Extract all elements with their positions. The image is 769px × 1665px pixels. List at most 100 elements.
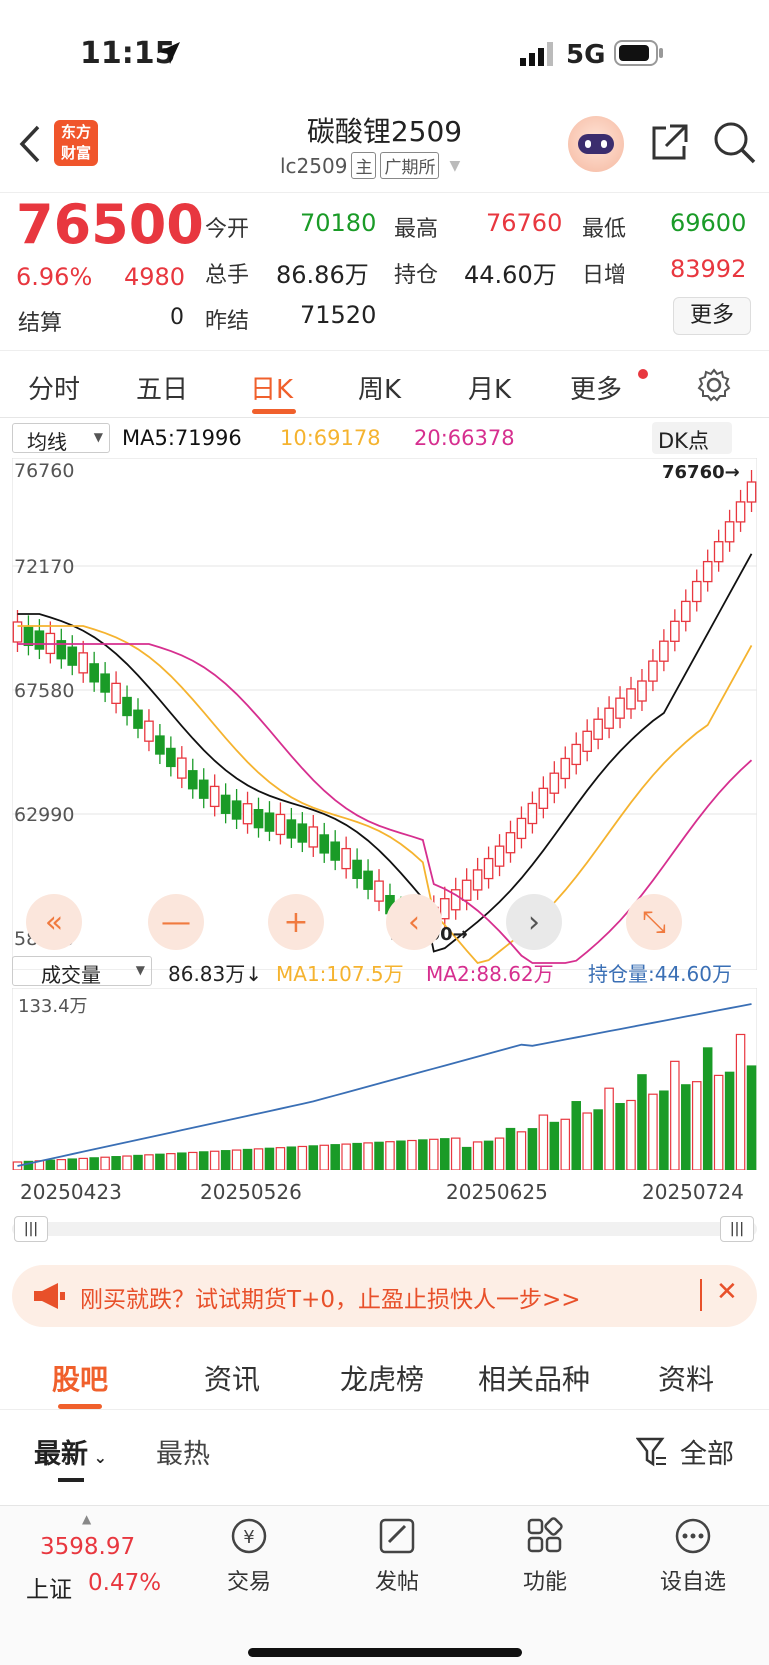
volume-bar — [198, 1151, 209, 1170]
candle-body — [648, 660, 658, 682]
settle-label: 结算 — [18, 311, 63, 336]
volume-bar — [450, 1137, 461, 1170]
volume-chart[interactable] — [12, 988, 757, 1170]
filter-hot[interactable]: 最热 — [156, 1439, 210, 1470]
nav-functions[interactable]: 功能 — [490, 1516, 600, 1596]
tab-five-day[interactable]: 五日 — [136, 375, 189, 405]
filter-all[interactable]: 全部 — [680, 1439, 734, 1470]
tab-more[interactable]: 更多 — [570, 375, 623, 405]
share-icon[interactable] — [648, 122, 690, 164]
volume-bar — [286, 1146, 297, 1170]
edit-icon — [379, 1518, 415, 1554]
contract-info[interactable]: lc2509 主 广期所 ▼ — [280, 152, 460, 179]
scroll-right-button[interactable]: › — [506, 894, 562, 950]
volume-bar — [341, 1143, 351, 1170]
filter-latest-label: 最新 — [34, 1439, 88, 1470]
nav-post[interactable]: 发帖 — [342, 1516, 452, 1596]
more-button[interactable]: 更多 — [673, 297, 751, 335]
kline-chart-area[interactable]: 均线 ▼ MA5:71996 10:69178 20:66378 DK点 7676… — [0, 418, 769, 1248]
last-price: 76500 — [16, 193, 204, 256]
tab-dragon-tiger[interactable]: 龙虎榜 — [340, 1363, 425, 1396]
scrollbar-right-handle[interactable]: ||| — [720, 1216, 754, 1242]
price-axis-label-3: 67580 — [14, 680, 75, 702]
tab-monthly-k[interactable]: 月K — [468, 375, 512, 405]
volume-bar — [582, 1112, 592, 1170]
volume-label: 总手 — [205, 263, 250, 288]
nav-add-watchlist[interactable]: 设自选 — [638, 1516, 748, 1596]
candle-body — [177, 757, 187, 779]
scroll-left-button[interactable]: ‹ — [386, 894, 442, 950]
candle-body — [100, 673, 110, 693]
oi-label: 持仓 — [394, 263, 439, 288]
candlestick-chart[interactable] — [12, 458, 757, 970]
tab-stock-bar[interactable]: 股吧 — [52, 1363, 109, 1396]
volume-bar — [681, 1084, 691, 1170]
volume-bar — [538, 1114, 549, 1170]
network-label: 5G — [566, 40, 606, 70]
volume-bar — [418, 1139, 428, 1170]
volume-bar — [615, 1103, 625, 1170]
volume-bar — [494, 1137, 505, 1170]
index-percent: 0.47% — [88, 1570, 162, 1596]
volume-bar — [330, 1144, 340, 1170]
index-name: 上证 — [26, 1577, 72, 1603]
volume-selector-label: 成交量 — [41, 963, 101, 987]
volume-bar — [220, 1150, 231, 1170]
tab-profile[interactable]: 资料 — [658, 1363, 715, 1396]
volume-bar — [527, 1128, 538, 1170]
volume-bar — [155, 1153, 165, 1170]
logo-line2: 财富 — [60, 144, 91, 162]
nav-trade[interactable]: ¥ 交易 — [194, 1516, 304, 1596]
volume-selector[interactable]: 成交量 ▼ — [12, 956, 152, 987]
status-time: 11:15 — [80, 36, 176, 71]
zoom-out-button[interactable]: — — [148, 894, 204, 950]
volume-bar — [264, 1147, 275, 1170]
app-logo[interactable]: 东方 财富 — [54, 120, 98, 166]
volume-bar — [724, 1071, 735, 1170]
index-value[interactable]: 3598.97 — [40, 1534, 136, 1560]
volume-bar — [659, 1090, 669, 1170]
low-label: 最低 — [582, 217, 627, 242]
contract-code: lc2509 — [280, 153, 348, 178]
scroll-left-fast-button[interactable]: « — [26, 894, 82, 950]
candle-body — [264, 812, 275, 832]
volume-bar — [308, 1145, 319, 1170]
oi-value: 44.60万 — [464, 261, 557, 289]
dk-point-button[interactable]: DK点 — [652, 422, 732, 454]
back-arrow-icon[interactable] — [18, 124, 42, 164]
ma-selector[interactable]: 均线 ▼ — [12, 423, 110, 454]
open-interest-legend: 持仓量:44.60万 — [588, 962, 732, 986]
candle-body — [144, 720, 154, 742]
tab-intraday[interactable]: 分时 — [28, 375, 81, 405]
banner-close-icon[interactable]: ✕ — [716, 1277, 738, 1307]
fullscreen-button[interactable]: ⤡ — [626, 894, 682, 950]
tab-related[interactable]: 相关品种 — [478, 1363, 591, 1396]
candle-body — [516, 817, 527, 840]
candle-body — [308, 826, 319, 848]
tab-daily-k[interactable]: 日K — [250, 375, 294, 405]
nav-trade-label: 交易 — [226, 1570, 271, 1595]
candle-body — [253, 809, 264, 829]
tab-weekly-k[interactable]: 周K — [358, 375, 402, 405]
search-icon[interactable] — [712, 120, 758, 166]
volume-bar — [626, 1099, 636, 1170]
candle-body — [713, 541, 724, 563]
range-scrollbar[interactable] — [12, 1222, 757, 1236]
community-tabs: 股吧 资讯 龙虎榜 相关品种 资料 — [0, 1338, 769, 1410]
index-expand-icon[interactable]: ▲ — [82, 1512, 92, 1526]
volume-bar — [133, 1154, 143, 1170]
zoom-in-button[interactable]: + — [268, 894, 324, 950]
scrollbar-left-handle[interactable]: ||| — [14, 1216, 48, 1242]
assistant-avatar[interactable] — [568, 116, 624, 172]
tab-news[interactable]: 资讯 — [204, 1363, 261, 1396]
filter-icon[interactable] — [636, 1436, 668, 1468]
filter-latest[interactable]: 最新 ⌄ — [34, 1439, 107, 1470]
candle-body — [626, 688, 636, 710]
location-arrow-icon — [158, 42, 180, 64]
volume-bar — [604, 1087, 614, 1170]
settings-gear-icon[interactable] — [696, 367, 732, 403]
promo-banner[interactable]: 刚买就跌？试试期货T+0，止盈止损快人一步>> ✕ — [12, 1265, 757, 1327]
volume-bar — [472, 1141, 483, 1170]
volume-bar — [396, 1140, 406, 1170]
banner-divider — [700, 1279, 702, 1311]
